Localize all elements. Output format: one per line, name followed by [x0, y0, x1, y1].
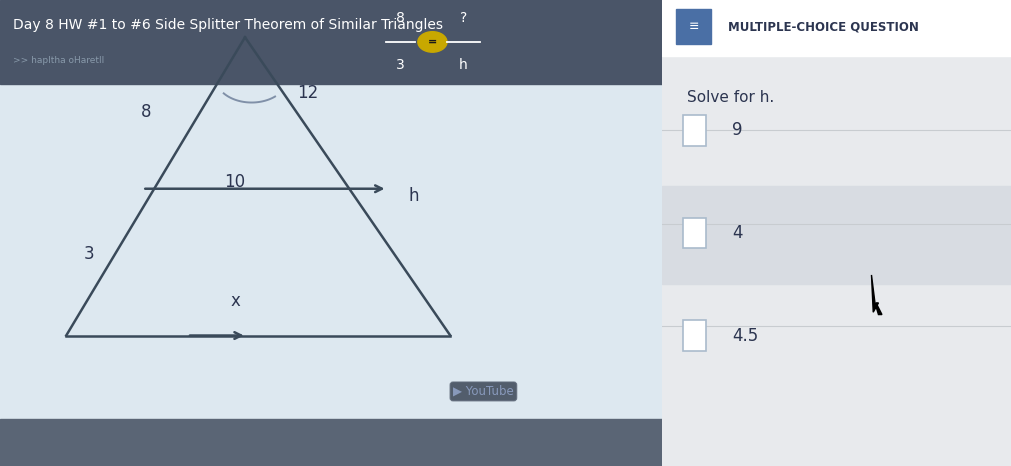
Text: 4: 4: [732, 224, 742, 242]
Text: Day 8 HW #1 to #6 Side Splitter Theorem of Similar Triangles: Day 8 HW #1 to #6 Side Splitter Theorem …: [13, 18, 443, 32]
Text: MULTIPLE-CHOICE QUESTION: MULTIPLE-CHOICE QUESTION: [729, 20, 919, 33]
Bar: [676, 9, 711, 44]
Bar: [0, 0, 662, 84]
Text: >> hapltha oHaretll: >> hapltha oHaretll: [13, 56, 104, 65]
Circle shape: [418, 32, 447, 52]
Text: 8: 8: [396, 12, 405, 26]
Bar: [0, 419, 662, 466]
Bar: [683, 218, 706, 248]
Text: ≡: ≡: [688, 20, 699, 33]
Bar: [683, 321, 706, 350]
Text: 3: 3: [84, 245, 95, 263]
Bar: [662, 0, 1011, 56]
Text: 10: 10: [224, 173, 246, 191]
Text: h: h: [408, 187, 420, 205]
Text: 9: 9: [732, 122, 742, 139]
Polygon shape: [871, 275, 882, 315]
Text: Solve for h.: Solve for h.: [686, 90, 773, 105]
Text: x: x: [231, 292, 240, 309]
Text: 8: 8: [141, 103, 151, 121]
Text: 4.5: 4.5: [732, 327, 758, 344]
Text: ▶ YouTube: ▶ YouTube: [453, 385, 514, 398]
Text: =: =: [428, 37, 437, 47]
Text: h: h: [459, 58, 468, 72]
Bar: [662, 186, 1011, 284]
Text: 3: 3: [396, 58, 405, 72]
Bar: [683, 116, 706, 145]
Text: ?: ?: [460, 12, 467, 26]
Text: 12: 12: [297, 84, 318, 102]
